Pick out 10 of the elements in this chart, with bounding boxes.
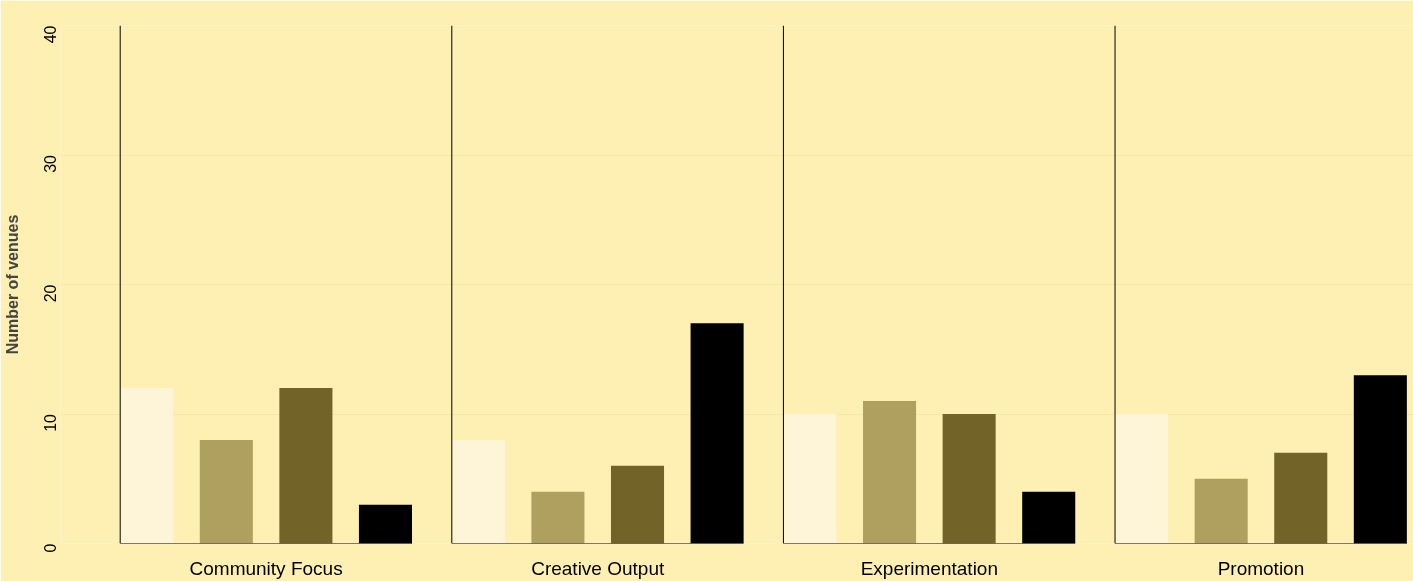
y-tick-label: 20: [41, 284, 59, 303]
y-tick-label: 10: [41, 413, 59, 432]
x-tick-label: Experimentation: [860, 557, 998, 579]
x-tick-label: Promotion: [1217, 557, 1305, 579]
y-tick-label: 30: [41, 154, 59, 173]
x-tick-label: Creative Output: [531, 557, 665, 579]
y-tick-label: 40: [41, 25, 59, 44]
y-axis-title: Number of venues: [3, 214, 21, 355]
x-tick-label: Community Focus: [189, 557, 343, 579]
y-tick-label: 0: [41, 543, 59, 553]
